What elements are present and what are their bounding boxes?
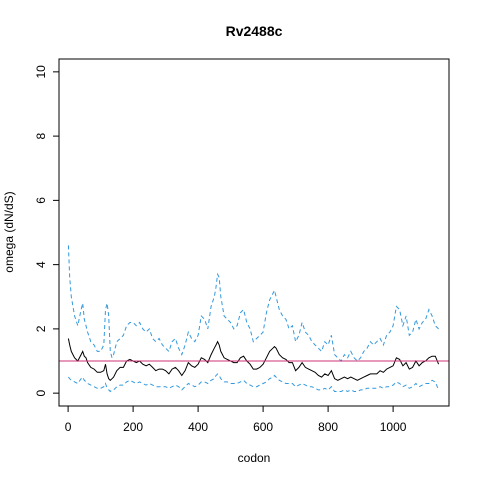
- series-layer: [67, 245, 440, 393]
- y-axis: 0 2 4 6 8 10: [34, 65, 60, 396]
- y-tick-label: 0: [34, 389, 48, 396]
- plot-frame: [58, 58, 450, 407]
- x-tick-label: 600: [253, 420, 273, 434]
- y-tick-label: 4: [34, 261, 48, 268]
- x-axis-title: codon: [238, 451, 271, 465]
- y-tick-label: 10: [34, 65, 48, 79]
- x-tick-label: 1000: [380, 420, 407, 434]
- chart-title: Rv2488c: [226, 23, 283, 39]
- series-line-upper: [67, 245, 439, 362]
- x-tick-label: 200: [123, 420, 143, 434]
- x-tick-label: 0: [65, 420, 72, 434]
- y-tick-label: 8: [34, 132, 48, 139]
- x-tick-label: 400: [188, 420, 208, 434]
- y-axis-title: omega (dN/dS): [2, 191, 16, 272]
- y-tick-label: 2: [34, 325, 48, 332]
- series-line-lower: [68, 373, 440, 393]
- plot-area: [58, 58, 450, 407]
- x-axis: 0 200 400 600 800 1000: [65, 405, 407, 434]
- x-tick-label: 800: [318, 420, 338, 434]
- series-line-estimate: [67, 338, 440, 381]
- y-tick-label: 6: [34, 197, 48, 204]
